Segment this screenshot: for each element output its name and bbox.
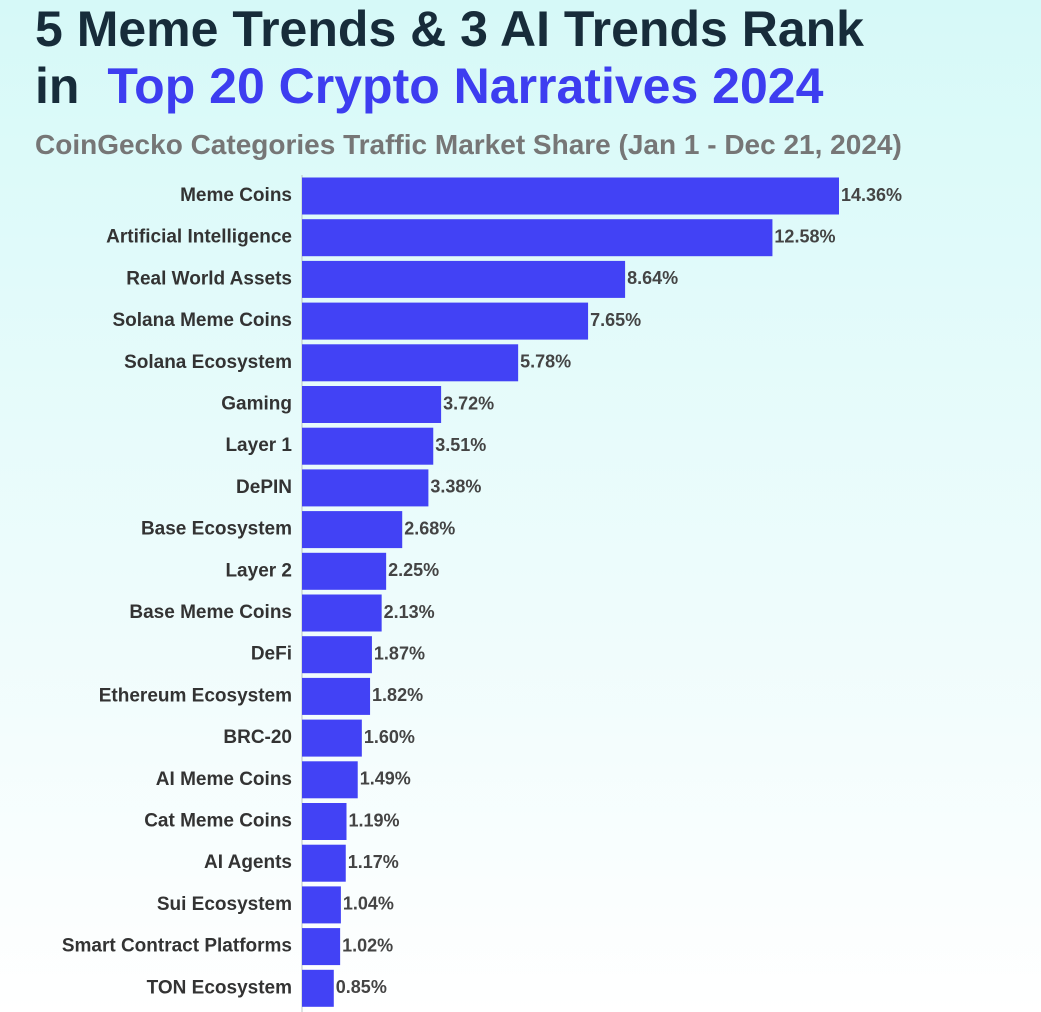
- value-label: 3.51%: [435, 435, 486, 455]
- bar: [302, 886, 341, 924]
- title-part: in: [35, 58, 79, 114]
- category-label: AI Agents: [204, 852, 292, 873]
- category-label: AI Meme Coins: [156, 769, 292, 790]
- bar: [302, 677, 371, 715]
- category-label: Layer 2: [225, 560, 292, 581]
- category-label: Layer 1: [225, 435, 292, 456]
- chart-title: 5 Meme Trends & 3 AI Trends Rank in Top …: [35, 1, 878, 114]
- category-label: TON Ecosystem: [147, 977, 292, 998]
- category-label: DePIN: [236, 477, 292, 498]
- category-label: Base Meme Coins: [129, 602, 292, 623]
- value-label: 5.78%: [520, 352, 571, 372]
- category-label: Smart Contract Platforms: [62, 936, 292, 957]
- bar: [302, 427, 434, 465]
- value-label: 12.58%: [774, 226, 835, 246]
- bar: [302, 219, 773, 257]
- bar: [302, 969, 334, 1007]
- bar: [302, 803, 347, 840]
- category-label: DeFi: [251, 644, 292, 665]
- value-label: 1.04%: [343, 894, 394, 914]
- value-label: 1.49%: [360, 769, 411, 789]
- category-label: Artificial Intelligence: [106, 227, 292, 248]
- value-label: 2.13%: [384, 602, 435, 622]
- value-label: 3.72%: [443, 393, 494, 413]
- value-label: 3.38%: [430, 477, 481, 497]
- bar: [302, 344, 519, 382]
- category-label: Solana Meme Coins: [113, 310, 293, 331]
- value-label: 1.82%: [372, 685, 423, 705]
- bar: [302, 594, 382, 632]
- title-part: Top 20 Crypto Narratives 2024: [107, 58, 823, 114]
- value-label: 14.36%: [841, 185, 902, 205]
- bar: [302, 469, 429, 507]
- category-label: Meme Coins: [180, 185, 292, 206]
- value-label: 7.65%: [590, 310, 641, 330]
- category-label: BRC-20: [223, 727, 292, 748]
- value-label: 2.68%: [404, 518, 455, 538]
- value-label: 1.19%: [349, 810, 400, 830]
- category-label: Ethereum Ecosystem: [99, 685, 292, 706]
- category-label: Solana Ecosystem: [124, 352, 292, 373]
- value-label: 1.02%: [342, 935, 393, 955]
- bar: [302, 302, 589, 340]
- bar: [302, 386, 442, 423]
- category-label: Cat Meme Coins: [144, 811, 292, 832]
- bar: [302, 844, 346, 882]
- category-label: Gaming: [221, 394, 292, 415]
- value-label: 0.85%: [336, 977, 387, 997]
- category-label: Base Ecosystem: [141, 519, 292, 540]
- bar: [302, 511, 403, 549]
- bar: [302, 761, 358, 799]
- bar: [302, 719, 362, 757]
- bar: [302, 552, 387, 590]
- value-label: 2.25%: [388, 560, 439, 580]
- bar: [302, 260, 626, 298]
- value-label: 1.60%: [364, 727, 415, 747]
- value-label: 1.17%: [348, 852, 399, 872]
- category-label: Sui Ecosystem: [157, 894, 292, 915]
- chart-subtitle: CoinGecko Categories Traffic Market Shar…: [35, 129, 902, 160]
- bar: [302, 636, 372, 674]
- category-label: Real World Assets: [126, 268, 292, 289]
- bar: [302, 177, 839, 215]
- value-label: 1.87%: [374, 643, 425, 663]
- title-part: 5 Meme Trends & 3 AI Trends Rank: [35, 1, 864, 57]
- value-label: 8.64%: [627, 268, 678, 288]
- bar: [302, 928, 341, 966]
